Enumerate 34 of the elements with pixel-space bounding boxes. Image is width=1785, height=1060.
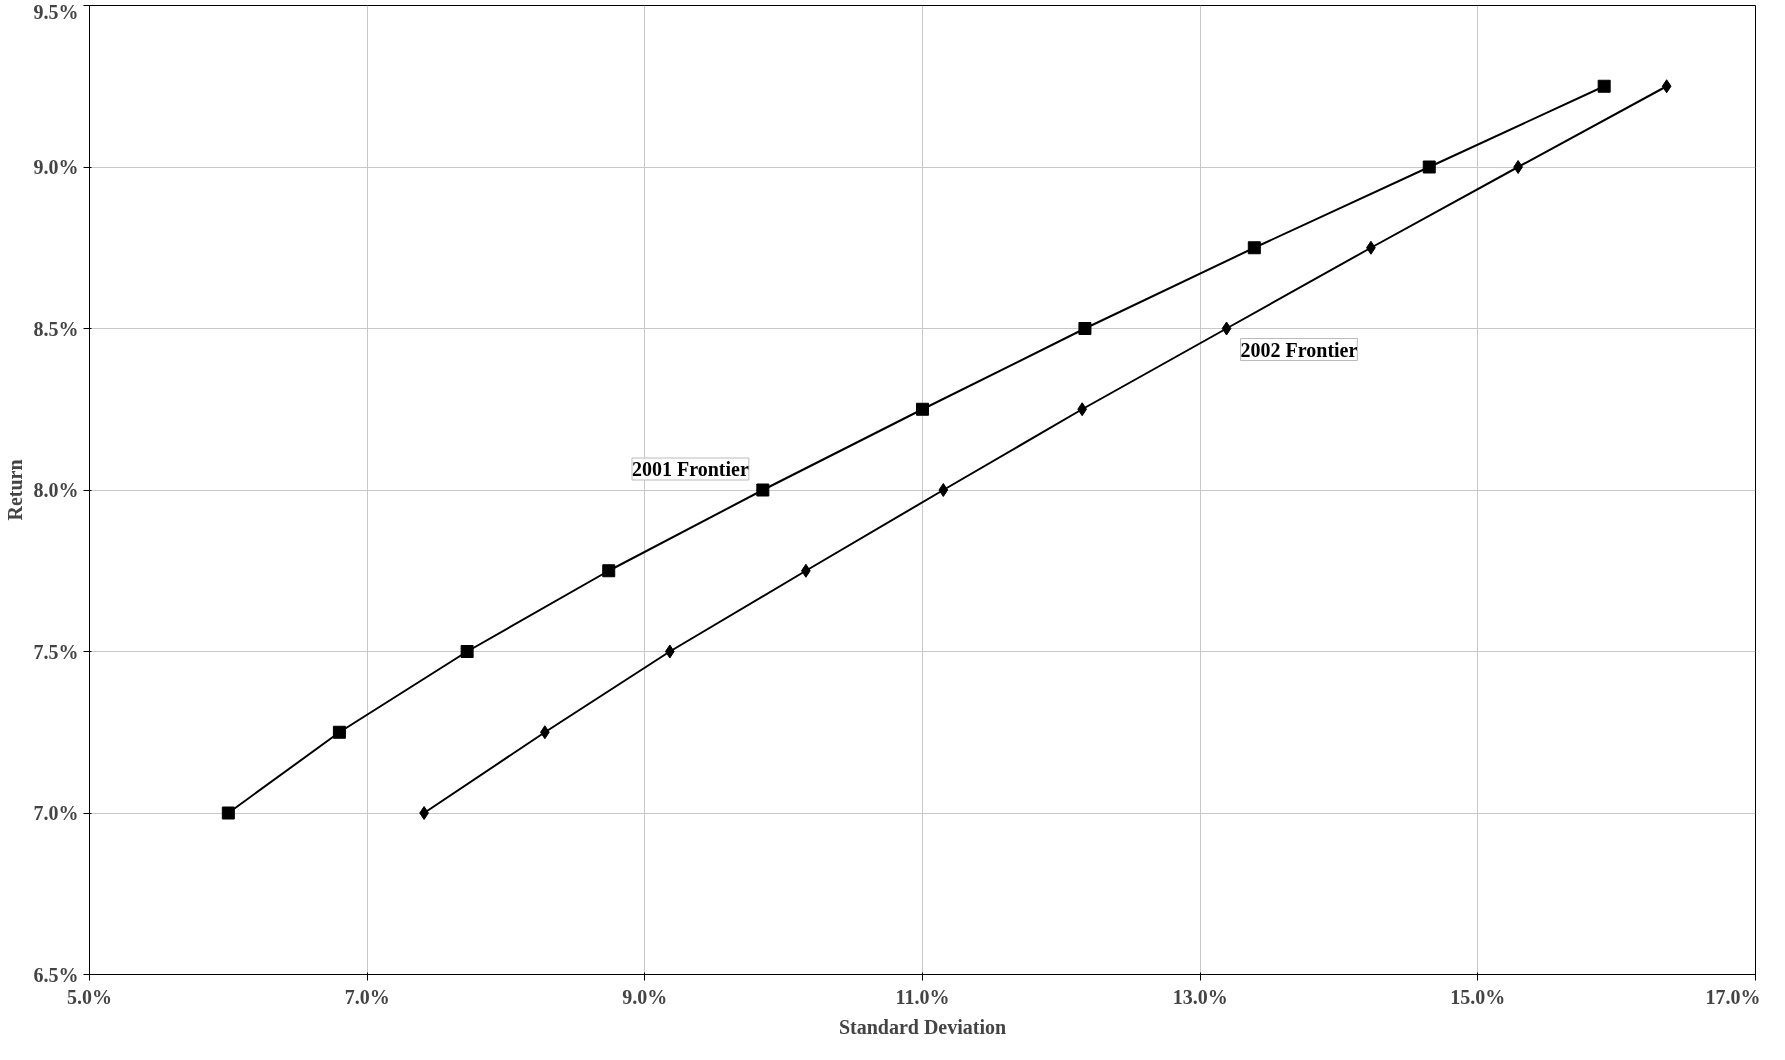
point (332, 725, 346, 739)
point (1597, 79, 1611, 93)
point (916, 402, 929, 416)
x-tick-label: 9.0% (622, 985, 668, 1008)
x-tick-label: 7.0% (344, 985, 390, 1008)
y-tick-label: 8.5% (33, 317, 79, 340)
x-tick-label: 11.0% (895, 985, 950, 1008)
x-tick-label: 5.0% (67, 985, 112, 1008)
point (1078, 322, 1092, 335)
point (1422, 160, 1436, 174)
point (419, 806, 429, 820)
x-tick-label: 13.0% (1172, 985, 1228, 1008)
series-label: 2002 Frontier (1240, 338, 1358, 361)
y-tick-label: 6.5% (33, 963, 79, 986)
y-tick-label: 7.0% (33, 802, 79, 824)
y-tick-label: 7.5% (33, 640, 79, 663)
point (1513, 160, 1523, 174)
series-label: 2001 Frontier (632, 458, 749, 480)
y-tick-label: 8.0% (33, 479, 79, 501)
y-axis-title: Return (3, 459, 26, 521)
point (221, 806, 235, 820)
point (602, 564, 616, 578)
x-axis-title: Standard Deviation (838, 1015, 1007, 1038)
x-tick-label: 17.0% (1705, 985, 1761, 1008)
point (1221, 321, 1232, 336)
x-tick-label: 15.0% (1450, 985, 1506, 1008)
y-tick-label: 9.5% (33, 0, 79, 23)
point (938, 483, 949, 497)
point (1661, 79, 1672, 94)
point (664, 644, 675, 659)
point (756, 483, 770, 497)
y-tick-label: 9.0% (33, 156, 79, 178)
point (460, 645, 474, 658)
point (1247, 241, 1261, 255)
